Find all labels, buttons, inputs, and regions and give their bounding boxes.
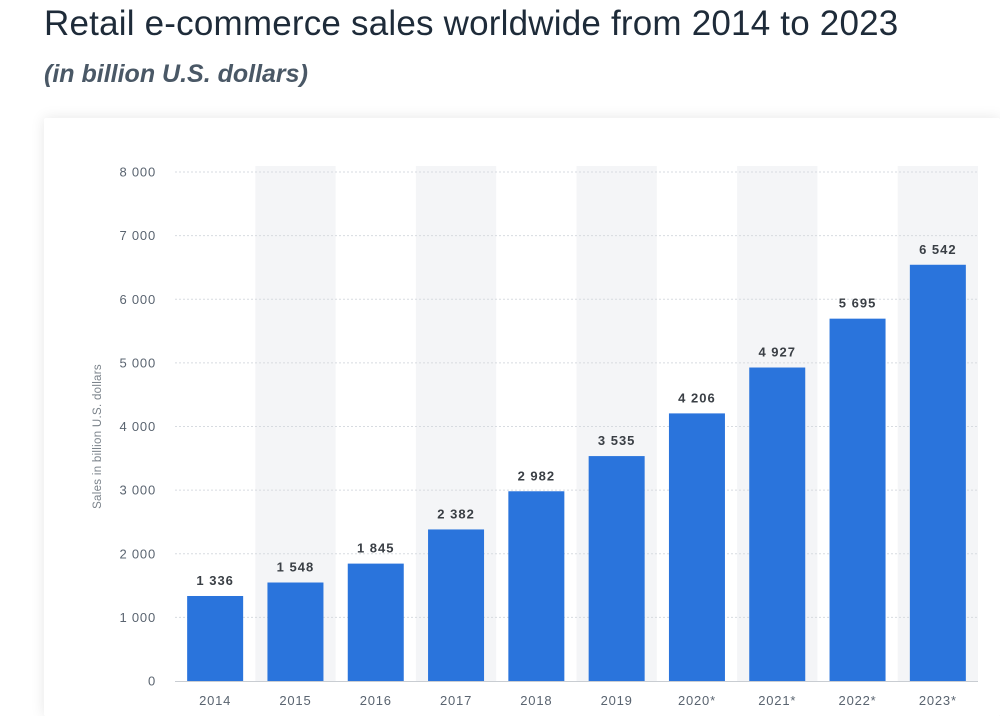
y-tick-label: 7 000 [119,228,156,243]
x-tick-label: 2023* [919,693,957,708]
x-tick-label: 2019 [601,693,633,708]
x-tick-label: 2020* [678,693,716,708]
bar [428,529,485,681]
bar-value-label: 5 695 [839,296,877,311]
gridlines [175,171,978,618]
bar-value-label: 1 548 [277,560,315,575]
bar-value-label: 3 535 [598,433,636,448]
x-tick-label: 2015 [279,693,311,708]
y-tick-label: 0 [148,674,156,689]
x-tick-label: 2018 [520,693,552,708]
bar-chart: 0 1 000 2 000 3 000 4 000 5 000 6 000 7 000 8 00… [92,165,978,708]
bar-value-label: 1 336 [196,573,234,588]
y-tick-label: 6 000 [119,292,156,307]
bar [909,264,966,681]
bar [668,413,725,681]
y-tick-label: 4 000 [119,419,156,434]
y-tick-label: 2 000 [119,546,156,561]
x-tick-label: 2022* [839,693,877,708]
bar [829,318,886,681]
x-tick-label: 2021* [758,693,796,708]
bar-value-label: 4 206 [678,390,716,405]
x-tick-label: 2016 [360,693,392,708]
y-tick-label: 5 000 [119,355,156,370]
value-labels: 1 336 1 548 1 845 2 382 2 982 3 535 4 206 4 927… [196,242,957,588]
bar [187,595,244,681]
x-tick-label: 2017 [440,693,472,708]
y-tick-label: 1 000 [119,610,156,625]
y-tick-label: 3 000 [119,483,156,498]
y-axis-title: Sales in billion U.S. dollars [92,364,104,509]
bar [749,367,806,681]
bar-value-label: 2 382 [437,506,475,521]
bar [588,456,645,681]
bar [267,582,324,681]
x-axis-ticks: 2014 2015 2016 2017 2018 2019 2020* 2021* 2022* 2… [199,693,957,708]
chart-card: 0 1 000 2 000 3 000 4 000 5 000 6 000 7 000 8 00… [44,118,1000,716]
bar-value-label: 2 982 [518,468,556,483]
page-subtitle: (in billion U.S. dollars) [44,60,308,88]
y-axis-ticks: 0 1 000 2 000 3 000 4 000 5 000 6 000 7 000 8 00… [119,165,156,689]
bar [508,491,565,681]
bar [347,563,404,681]
y-tick-label: 8 000 [119,165,156,180]
x-tick-label: 2014 [199,693,231,708]
page-title: Retail e-commerce sales worldwide from 2… [44,4,899,43]
bar-value-label: 1 845 [357,541,395,556]
bars [187,264,966,681]
bar-value-label: 6 542 [919,242,957,257]
bar-value-label: 4 927 [758,345,796,360]
